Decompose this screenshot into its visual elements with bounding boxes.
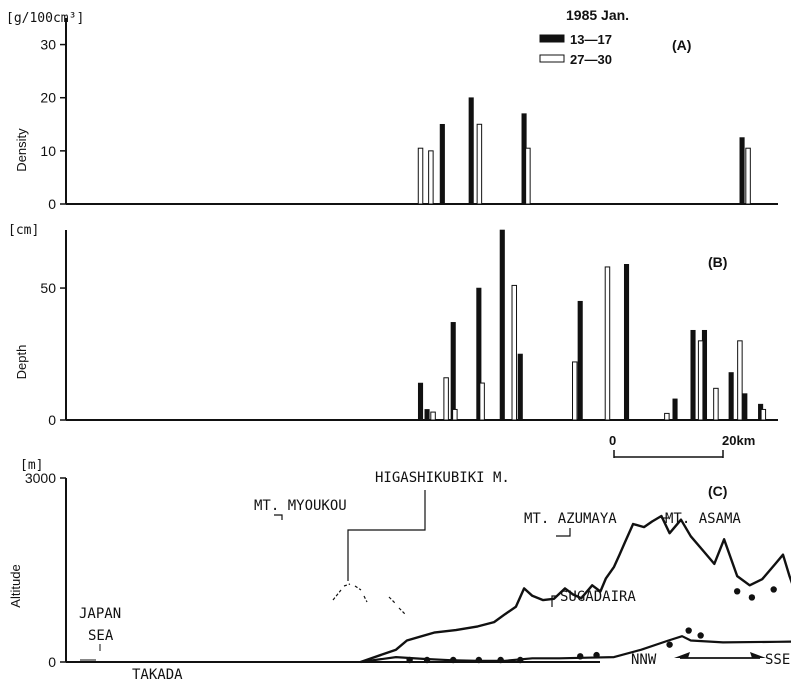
observation-site-dot xyxy=(733,588,741,595)
observation-site-dot xyxy=(497,656,504,664)
panel-a-y-label: Density xyxy=(14,128,29,172)
panel-a-label: (A) xyxy=(672,37,691,53)
bar-jan13-17 xyxy=(476,287,482,421)
observation-site-dot xyxy=(450,656,457,664)
bar-jan13-17 xyxy=(417,382,424,421)
panel-panelA-ytick-label: 20 xyxy=(40,90,56,106)
panel-a-legend: 1985 Jan. 13—17 27—30 xyxy=(539,7,629,67)
panel-b-depth: [cm] Depth (B) 0 20km 0 50 xyxy=(8,223,778,458)
bar-jan27-30 xyxy=(476,123,483,205)
bar-jan27-30 xyxy=(430,411,436,421)
japan-sea-label-2: SEA xyxy=(88,628,114,644)
azumaya-leader xyxy=(556,528,571,537)
japan-sea-label-1: JAPAN xyxy=(79,606,121,622)
bar-jan27-30 xyxy=(604,266,611,421)
sugadaira-label: SUGADAIRA xyxy=(560,589,636,605)
higashikubiki-leader xyxy=(347,490,426,581)
scale-bar-end-label: 20km xyxy=(722,433,755,448)
panel-c-ytick-label: 3000 xyxy=(25,470,56,486)
valley-profile-line xyxy=(360,635,791,664)
bar-jan27-30 xyxy=(479,382,485,421)
panel-c-y-unit: [m] xyxy=(20,458,43,473)
myoukou-label: MT. MYOUKOU xyxy=(254,498,347,514)
panel-c-altitude: [m] Altitude (C) HIGASHIKUBIKI M. MT. MY… xyxy=(8,458,791,683)
bar-jan13-17 xyxy=(468,97,474,205)
observation-site-dot xyxy=(770,586,777,593)
bar-jan27-30 xyxy=(525,147,531,205)
bar-jan27-30 xyxy=(737,340,743,421)
bar-jan27-30 xyxy=(511,284,518,421)
bar-jan13-17 xyxy=(450,322,456,421)
legend-label-filled: 13—17 xyxy=(570,32,612,47)
bar-jan27-30 xyxy=(664,412,670,421)
bar-jan27-30 xyxy=(760,408,767,421)
bar-jan13-17 xyxy=(690,329,696,421)
panel-panelB-ytick-label: 0 xyxy=(48,412,56,428)
panel-a-y-unit: [g/100cm³] xyxy=(6,11,84,26)
bar-jan27-30 xyxy=(452,408,458,421)
direction-indicator: NNW SSE xyxy=(631,652,790,668)
panel-c-ytick-label: 0 xyxy=(48,654,56,670)
panel-panelA-ytick-label: 0 xyxy=(48,196,56,212)
bar-jan13-17 xyxy=(728,372,734,421)
bar-jan27-30 xyxy=(417,147,424,205)
observation-site-dot xyxy=(748,594,756,601)
bar-jan27-30 xyxy=(745,147,751,205)
panel-c-y-label: Altitude xyxy=(8,564,23,607)
azumaya-label: MT. AZUMAYA xyxy=(524,511,617,527)
observation-site-dot xyxy=(423,656,431,664)
bar-jan13-17 xyxy=(739,137,745,205)
observation-site-dot xyxy=(697,632,704,639)
bar-jan13-17 xyxy=(499,229,505,421)
ridge-profile-line xyxy=(360,514,791,664)
direction-arrow-right-icon xyxy=(750,652,766,658)
panel-panelA-ytick-label: 30 xyxy=(40,37,56,53)
legend-swatch-filled xyxy=(539,34,565,43)
panel-b-y-unit: [cm] xyxy=(8,223,39,238)
panel-panelA-ytick-label: 10 xyxy=(40,143,56,159)
takada-label: TAKADA xyxy=(132,667,183,683)
observation-site-dot xyxy=(685,627,692,634)
panel-panelB-ytick-label: 50 xyxy=(40,280,56,296)
bar-jan27-30 xyxy=(443,377,449,421)
bar-jan13-17 xyxy=(742,393,748,421)
higashikubiki-label: HIGASHIKUBIKI M. xyxy=(375,470,510,486)
bar-jan27-30 xyxy=(697,340,704,421)
legend-swatch-open xyxy=(539,54,565,63)
legend-title: 1985 Jan. xyxy=(566,7,629,23)
bar-jan13-17 xyxy=(517,353,523,421)
hidden-ridge-dashes xyxy=(332,583,368,603)
observation-site-dot xyxy=(666,641,673,648)
direction-arrow-left-icon xyxy=(674,652,690,658)
observation-site-dot xyxy=(517,656,524,664)
myoukou-leader xyxy=(274,514,283,520)
bar-jan27-30 xyxy=(572,361,578,421)
scale-bar-start-label: 0 xyxy=(609,433,616,448)
observation-site-dot xyxy=(475,656,483,664)
observation-site-dot xyxy=(577,653,584,660)
bar-jan27-30 xyxy=(713,387,719,421)
hidden-ridge-dashes-2 xyxy=(388,596,406,615)
bar-jan13-17 xyxy=(424,409,430,421)
bar-jan13-17 xyxy=(672,398,678,421)
bar-jan13-17 xyxy=(439,123,445,205)
panel-c-label: (C) xyxy=(708,483,727,499)
panel-b-label: (B) xyxy=(708,254,727,270)
panel-a-density: [g/100cm³] Density (A) 1985 Jan. 13—17 2… xyxy=(6,7,778,212)
direction-right: SSE xyxy=(765,652,790,668)
direction-left: NNW xyxy=(631,652,657,668)
observation-site-dot xyxy=(406,656,413,664)
bar-jan13-17 xyxy=(577,300,583,421)
bar-jan27-30 xyxy=(428,150,434,205)
scale-bar: 0 20km xyxy=(609,433,755,458)
panel-b-y-label: Depth xyxy=(14,345,29,380)
observation-site-dot xyxy=(593,651,600,659)
bar-jan13-17 xyxy=(623,264,630,421)
legend-label-open: 27—30 xyxy=(570,52,612,67)
